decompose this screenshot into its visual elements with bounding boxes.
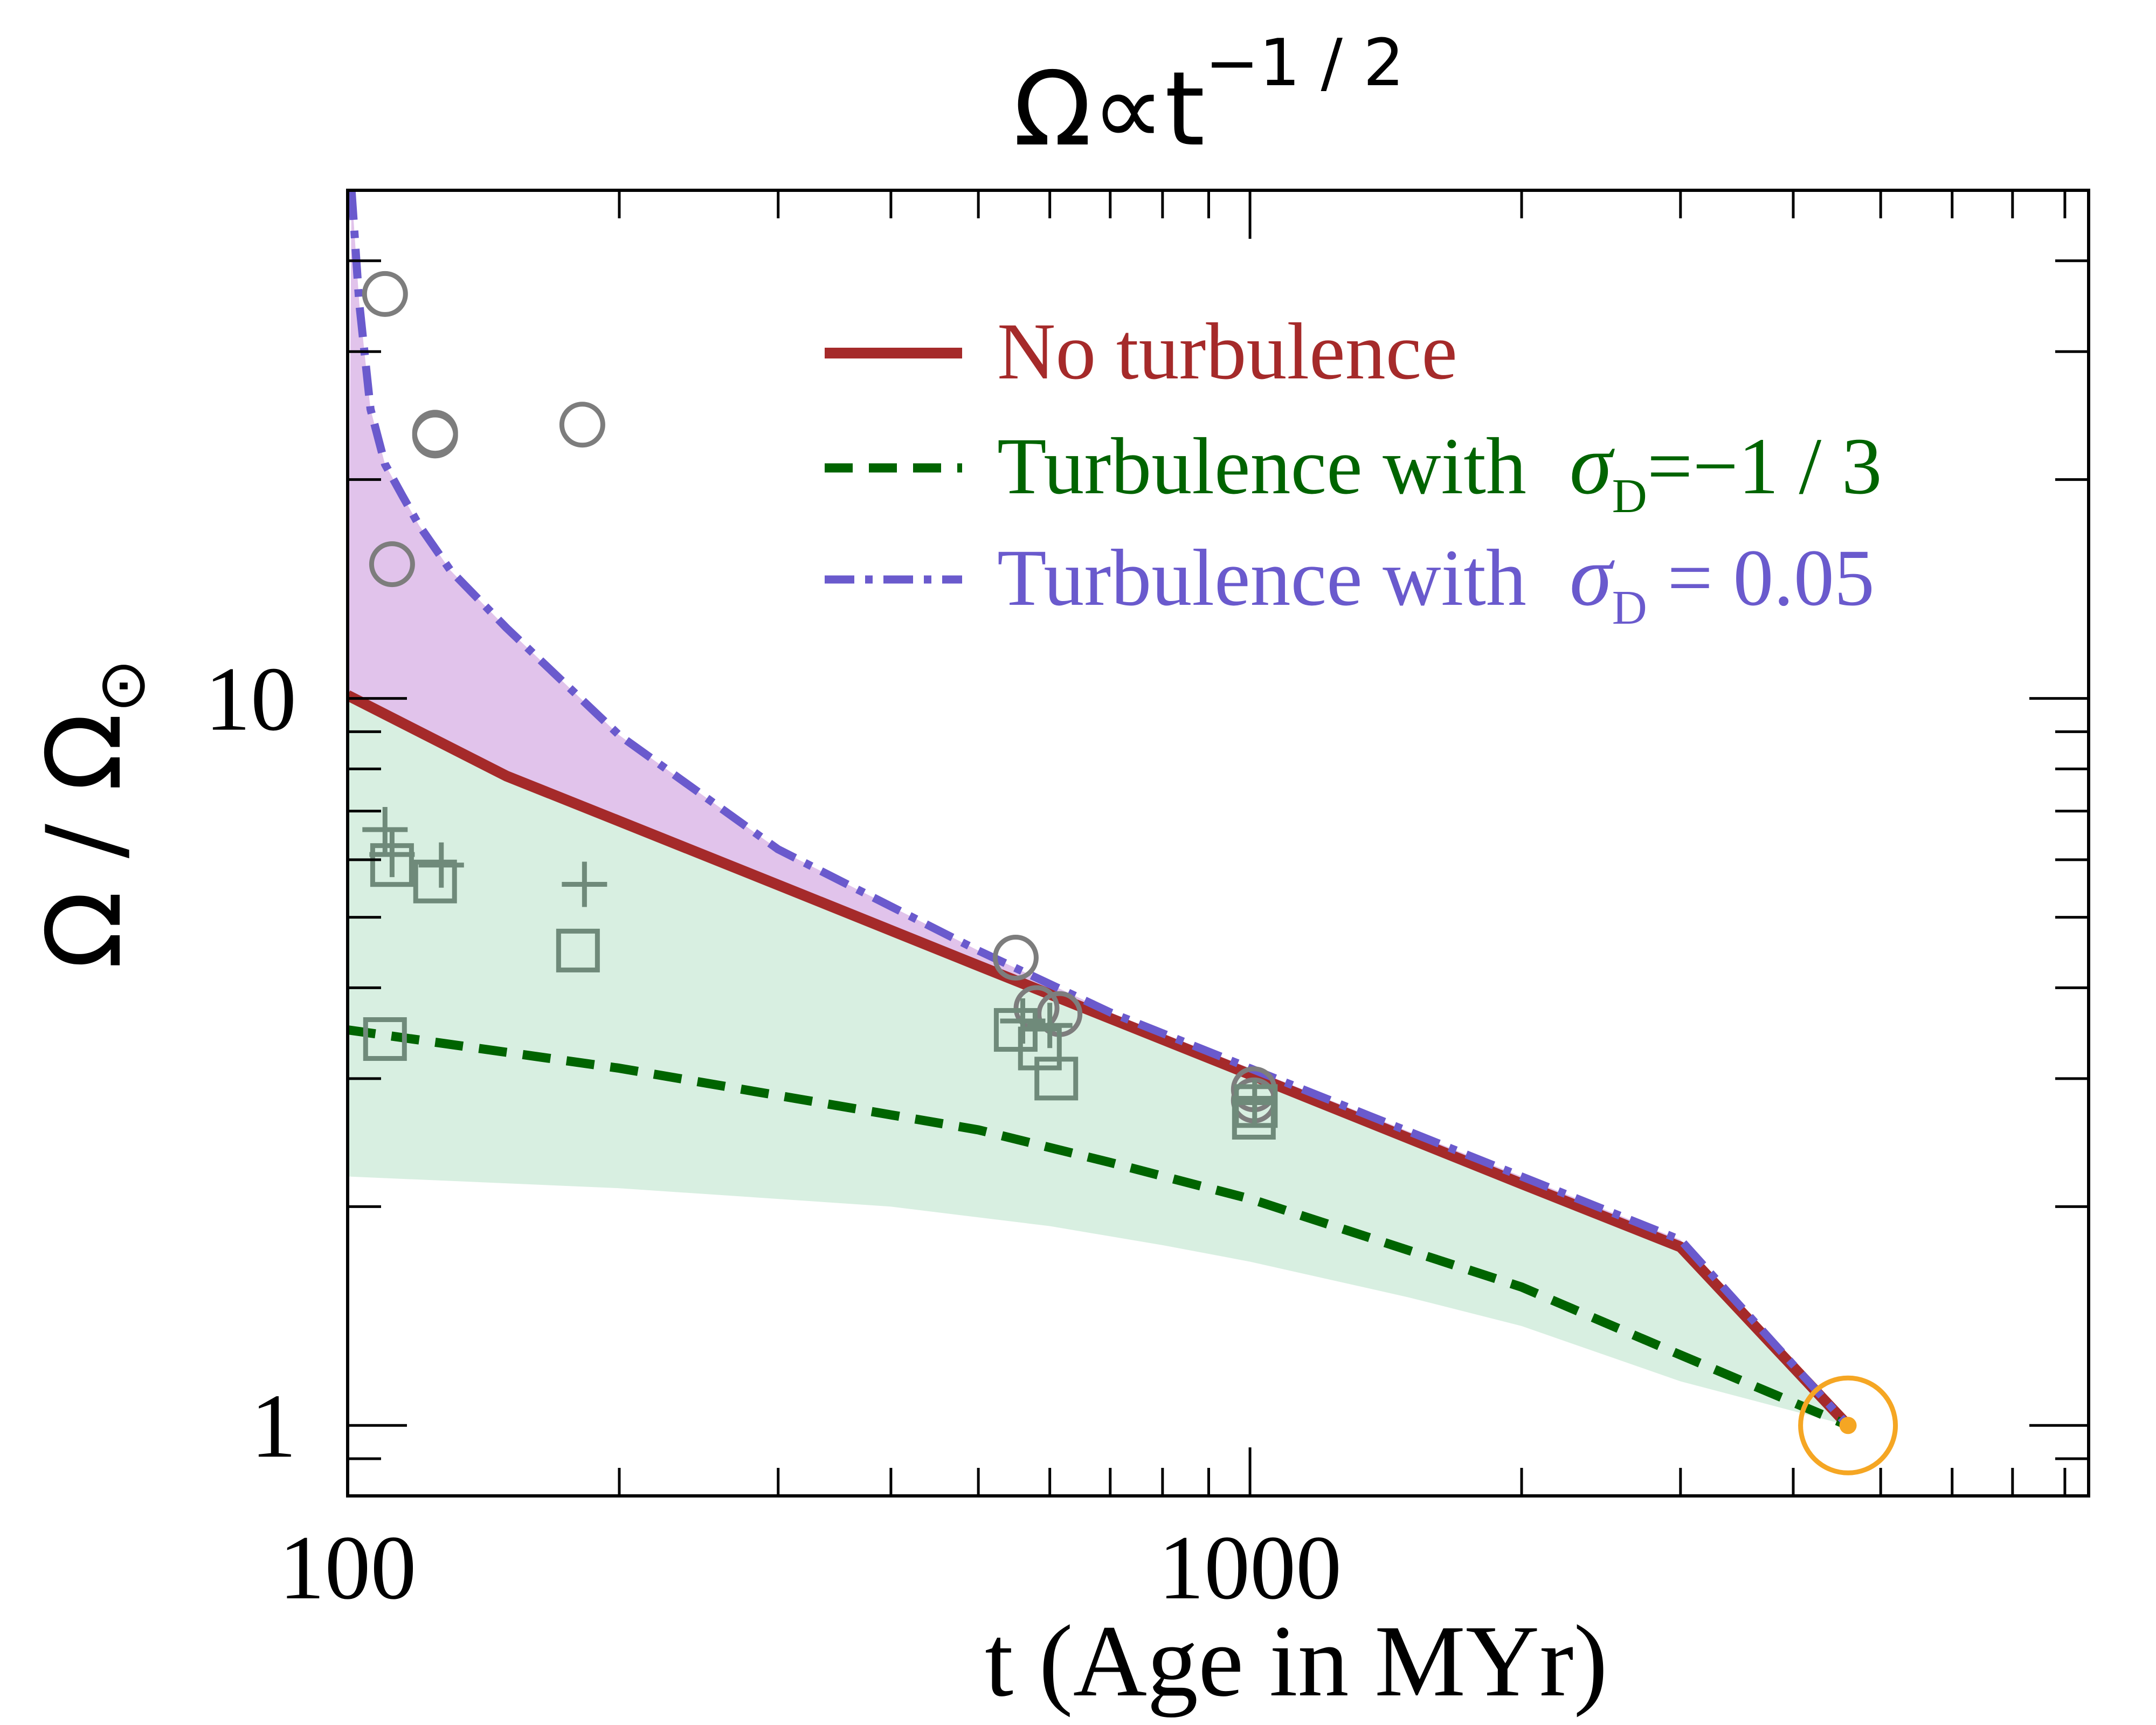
obs-circle-2 (412, 410, 458, 456)
band-0 (348, 190, 1848, 1426)
x-tick-label-0: 100 (279, 1517, 417, 1618)
legend-sigma-2: σ (1570, 528, 1615, 624)
obs-square-3 (363, 1017, 407, 1061)
legend-sub-1: D (1612, 470, 1647, 523)
axes: 100 1000 1 10 (205, 189, 2090, 1618)
y-axis-label-sub: ⊙ (85, 659, 160, 713)
series-line-0 (348, 690, 1852, 1430)
obs-cross-5 (1027, 1003, 1073, 1048)
sun-marker-dot (1839, 1417, 1857, 1434)
y-axis-label-main: Ω / Ω (25, 713, 144, 969)
plot-frame (346, 189, 2090, 1498)
legend-text-0: No turbulence (997, 307, 1457, 396)
obs-square-5 (1018, 1026, 1062, 1071)
obs-cross-2 (418, 842, 464, 888)
legend-text-2: Turbulence with (997, 533, 1526, 623)
obs-cross-3 (562, 861, 607, 907)
y-axis-label: Ω / Ω⊙ (25, 659, 160, 969)
series-lines (348, 190, 1852, 1430)
obs-circle-3 (559, 402, 605, 448)
legend-sub-2: D (1612, 581, 1647, 634)
legend-value-1: =−1 / 3 (1647, 422, 1882, 511)
observation-markers (362, 271, 1278, 1140)
series-line-2 (348, 190, 1851, 1429)
y-tick-label-1: 10 (205, 648, 296, 750)
legend-label-0: No turbulence (997, 307, 1457, 396)
legend-sigma-1: σ (1570, 416, 1615, 512)
legend-label-1: Turbulence with σD=−1 / 3 (997, 416, 1882, 523)
obs-circle-5 (992, 935, 1039, 981)
obs-cross-0 (362, 807, 408, 853)
series-line-1 (348, 1025, 1850, 1430)
sun-marker-group (1798, 1375, 1898, 1475)
band-1 (348, 695, 1848, 1426)
legend-value-2: = 0.05 (1647, 533, 1875, 623)
sun-marker-ring (1798, 1375, 1898, 1475)
obs-circle-4 (369, 541, 415, 588)
legend-label-2: Turbulence with σD = 0.05 (997, 528, 1875, 634)
chart-title: Ω∝t−1 / 2 (1013, 26, 1404, 169)
x-tick-label-1: 1000 (1158, 1517, 1342, 1618)
y-tick-label-0: 1 (251, 1375, 296, 1476)
legend-text-1: Turbulence with (997, 422, 1526, 511)
obs-square-6 (1034, 1057, 1079, 1101)
obs-cross-6 (1232, 1080, 1277, 1126)
obs-square-2 (556, 928, 600, 972)
obs-cross-4 (1000, 998, 1046, 1044)
x-axis-label: t (Age in MYr) (985, 1605, 1608, 1718)
obs-cross-1 (369, 832, 415, 878)
chart-title-exponent: −1 / 2 (1205, 26, 1404, 101)
obs-square-1 (413, 859, 457, 903)
chart-title-main: Ω∝t (1013, 50, 1205, 169)
shaded-bands (348, 190, 1848, 1426)
obs-circle-0 (362, 271, 408, 317)
